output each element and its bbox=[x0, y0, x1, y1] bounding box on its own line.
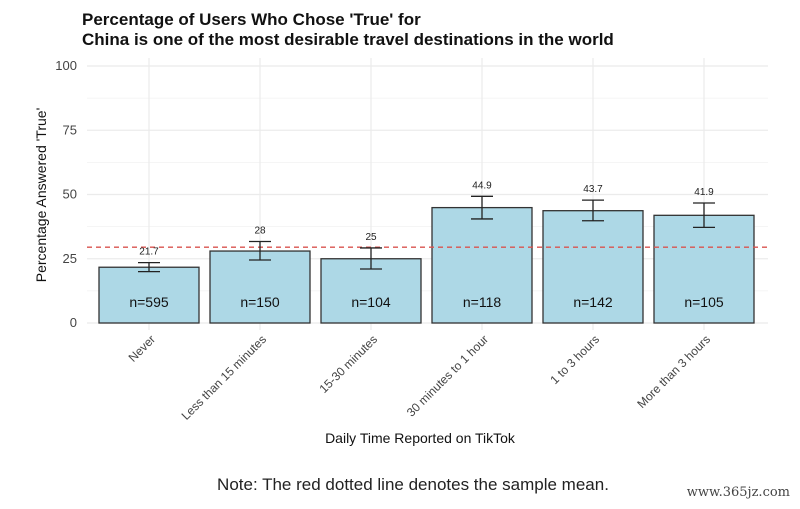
chart-title: Percentage of Users Who Chose 'True' for bbox=[82, 10, 421, 29]
x-tick-label: Never bbox=[126, 332, 159, 365]
bar bbox=[542, 210, 644, 324]
sample-size-label: n=595 bbox=[129, 294, 169, 310]
y-tick-label: 100 bbox=[55, 58, 77, 73]
watermark: www.365jz.com bbox=[686, 485, 790, 500]
y-tick-label: 50 bbox=[63, 187, 77, 202]
x-tick-label: 15-30 minutes bbox=[316, 332, 380, 396]
bar bbox=[98, 266, 200, 324]
x-axis-label: Daily Time Reported on TikTok bbox=[325, 430, 516, 446]
sample-size-label: n=142 bbox=[573, 294, 613, 310]
data-label: 25 bbox=[365, 232, 377, 243]
y-tick-label: 0 bbox=[70, 315, 77, 330]
sample-size-label: n=150 bbox=[240, 294, 280, 310]
bar bbox=[209, 250, 311, 324]
data-label: 44.9 bbox=[472, 180, 492, 191]
sample-size-label: n=105 bbox=[684, 294, 724, 310]
data-label: 41.9 bbox=[694, 187, 714, 198]
sample-size-label: n=104 bbox=[351, 294, 391, 310]
y-tick-label: 75 bbox=[63, 122, 77, 137]
bar bbox=[653, 214, 755, 324]
x-tick-label: 30 minutes to 1 hour bbox=[404, 332, 491, 419]
data-label: 21.7 bbox=[139, 247, 159, 258]
chart-note: Note: The red dotted line denotes the sa… bbox=[217, 475, 609, 494]
x-tick-label: More than 3 hours bbox=[634, 332, 713, 411]
y-tick-label: 25 bbox=[63, 251, 77, 266]
chart-subtitle: China is one of the most desirable trave… bbox=[82, 30, 614, 49]
y-axis-label: Percentage Answered 'True' bbox=[33, 108, 49, 282]
bar-chart: 0 25 50 75 100 Percentage Answered 'True' 21.7… bbox=[33, 58, 768, 446]
data-label: 43.7 bbox=[583, 184, 603, 195]
x-tick-label: 1 to 3 hours bbox=[547, 332, 602, 387]
x-tick-label: Less than 15 minutes bbox=[179, 332, 270, 423]
sample-size-label: n=118 bbox=[463, 294, 501, 310]
data-label: 28 bbox=[254, 226, 266, 237]
chart-title-block: Percentage of Users Who Chose 'True' for… bbox=[82, 10, 782, 50]
bar bbox=[431, 206, 533, 324]
